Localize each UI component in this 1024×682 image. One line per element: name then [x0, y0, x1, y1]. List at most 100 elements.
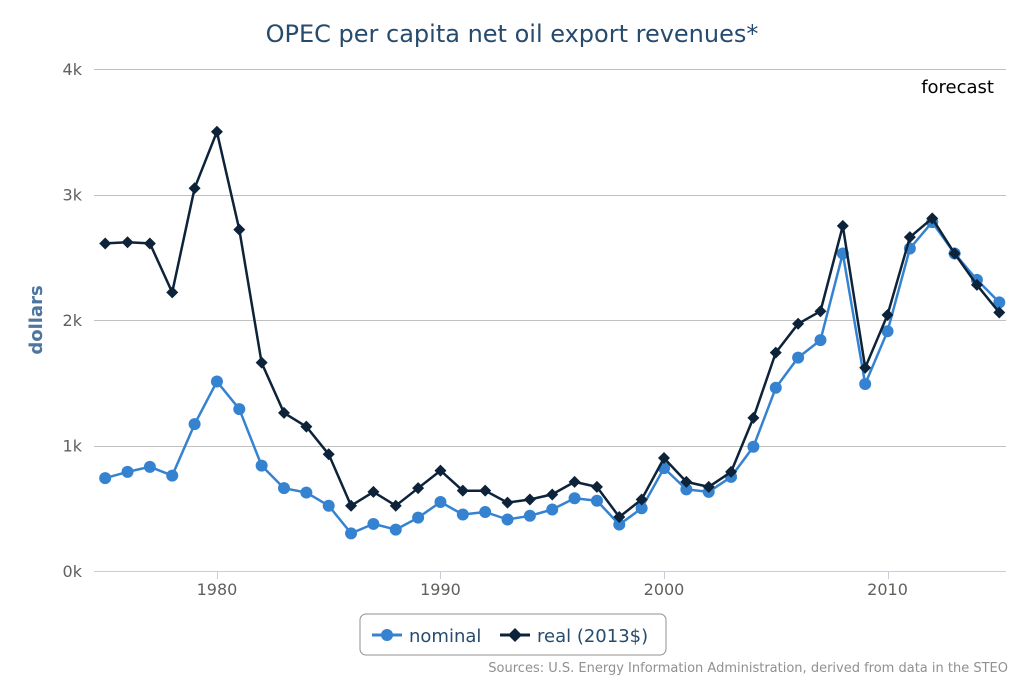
- data-point[interactable]: [881, 308, 894, 321]
- data-point[interactable]: [300, 420, 313, 433]
- data-point[interactable]: [389, 523, 402, 536]
- data-point[interactable]: [456, 484, 469, 497]
- legend-nominal-label: nominal: [409, 626, 481, 647]
- data-point[interactable]: [188, 182, 201, 195]
- y-tick-label: 1k: [63, 437, 83, 456]
- data-point[interactable]: [836, 219, 849, 232]
- data-point[interactable]: [747, 411, 760, 424]
- data-point[interactable]: [188, 418, 201, 431]
- data-point[interactable]: [166, 469, 179, 482]
- source-credit: Sources: U.S. Energy Information Adminis…: [488, 661, 1008, 676]
- data-point[interactable]: [523, 493, 536, 506]
- y-tick-label: 3k: [63, 186, 83, 205]
- data-point[interactable]: [166, 286, 179, 299]
- data-point[interactable]: [568, 492, 581, 505]
- data-point[interactable]: [747, 440, 760, 453]
- data-point[interactable]: [680, 475, 693, 488]
- data-point[interactable]: [121, 236, 134, 249]
- x-tick-label: 1990: [420, 580, 461, 599]
- data-point[interactable]: [523, 509, 536, 522]
- data-point[interactable]: [769, 346, 782, 359]
- data-point[interactable]: [814, 305, 827, 318]
- chart-title: OPEC per capita net oil export revenues*: [266, 20, 759, 48]
- data-point[interactable]: [233, 223, 246, 236]
- data-point[interactable]: [881, 325, 894, 338]
- data-point[interactable]: [546, 503, 559, 516]
- data-point[interactable]: [412, 482, 425, 495]
- data-point[interactable]: [367, 485, 380, 498]
- legend-nominal-marker: [381, 629, 393, 641]
- data-point[interactable]: [590, 480, 603, 493]
- data-point[interactable]: [993, 306, 1006, 319]
- legend: nominal real (2013$): [359, 613, 667, 656]
- data-point[interactable]: [948, 247, 961, 260]
- data-point[interactable]: [278, 482, 290, 495]
- legend-real-label: real (2013$): [537, 626, 648, 647]
- legend-real-marker: [508, 628, 522, 642]
- data-point[interactable]: [792, 317, 805, 330]
- data-point[interactable]: [278, 406, 290, 419]
- data-point[interactable]: [233, 403, 246, 416]
- data-point[interactable]: [590, 494, 603, 507]
- x-tick-label: 2000: [644, 580, 685, 599]
- y-axis-ticks: 0k 1k 2k 3k 4k: [63, 60, 83, 581]
- series-line: [105, 130, 1001, 519]
- data-point[interactable]: [99, 472, 112, 485]
- series-line: [104, 220, 1001, 535]
- data-point[interactable]: [322, 448, 335, 461]
- data-point[interactable]: [859, 361, 872, 374]
- data-point[interactable]: [434, 464, 447, 477]
- x-tick-label: 1980: [197, 580, 238, 599]
- forecast-annotation: forecast: [921, 77, 994, 98]
- data-point[interactable]: [412, 511, 425, 524]
- data-point[interactable]: [479, 484, 492, 497]
- data-point[interactable]: [635, 502, 648, 515]
- data-point[interactable]: [859, 378, 872, 391]
- data-point[interactable]: [143, 237, 156, 250]
- data-point[interactable]: [725, 465, 738, 478]
- data-point[interactable]: [814, 334, 827, 347]
- y-tick-label: 0k: [63, 562, 83, 581]
- data-point[interactable]: [143, 460, 156, 473]
- data-point[interactable]: [903, 231, 916, 244]
- data-point[interactable]: [926, 212, 939, 225]
- y-tick-label: 2k: [63, 311, 83, 330]
- data-point[interactable]: [702, 480, 715, 493]
- data-point[interactable]: [993, 296, 1006, 309]
- data-point[interactable]: [792, 351, 805, 364]
- data-point[interactable]: [121, 465, 134, 478]
- x-axis-ticks: 1980 1990 2000 2010: [197, 571, 908, 599]
- data-point[interactable]: [456, 508, 469, 521]
- gridlines: [94, 69, 1006, 447]
- data-point[interactable]: [501, 513, 514, 526]
- data-point[interactable]: [345, 527, 358, 540]
- series-real: [99, 125, 1006, 524]
- data-point[interactable]: [970, 278, 983, 291]
- data-point[interactable]: [99, 237, 112, 250]
- data-point[interactable]: [300, 486, 313, 499]
- data-point[interactable]: [210, 375, 223, 388]
- data-point[interactable]: [210, 125, 223, 138]
- data-point[interactable]: [769, 381, 782, 394]
- data-point[interactable]: [680, 483, 693, 496]
- data-point[interactable]: [546, 488, 559, 501]
- legend-item-real[interactable]: real (2013$): [500, 626, 648, 647]
- data-point[interactable]: [658, 452, 670, 465]
- data-point[interactable]: [479, 506, 492, 519]
- data-point[interactable]: [345, 499, 358, 512]
- y-axis-label: dollars: [26, 285, 47, 354]
- data-point[interactable]: [501, 496, 514, 509]
- legend-item-nominal[interactable]: nominal: [372, 626, 481, 647]
- data-point[interactable]: [635, 493, 648, 506]
- data-point[interactable]: [389, 499, 402, 512]
- data-point[interactable]: [322, 499, 335, 512]
- data-point[interactable]: [613, 511, 626, 524]
- data-point[interactable]: [568, 475, 581, 488]
- y-tick-label: 4k: [63, 60, 83, 79]
- data-point[interactable]: [255, 459, 268, 472]
- data-point[interactable]: [613, 518, 626, 531]
- data-point[interactable]: [367, 517, 380, 530]
- data-point[interactable]: [255, 356, 268, 369]
- data-point[interactable]: [434, 495, 447, 508]
